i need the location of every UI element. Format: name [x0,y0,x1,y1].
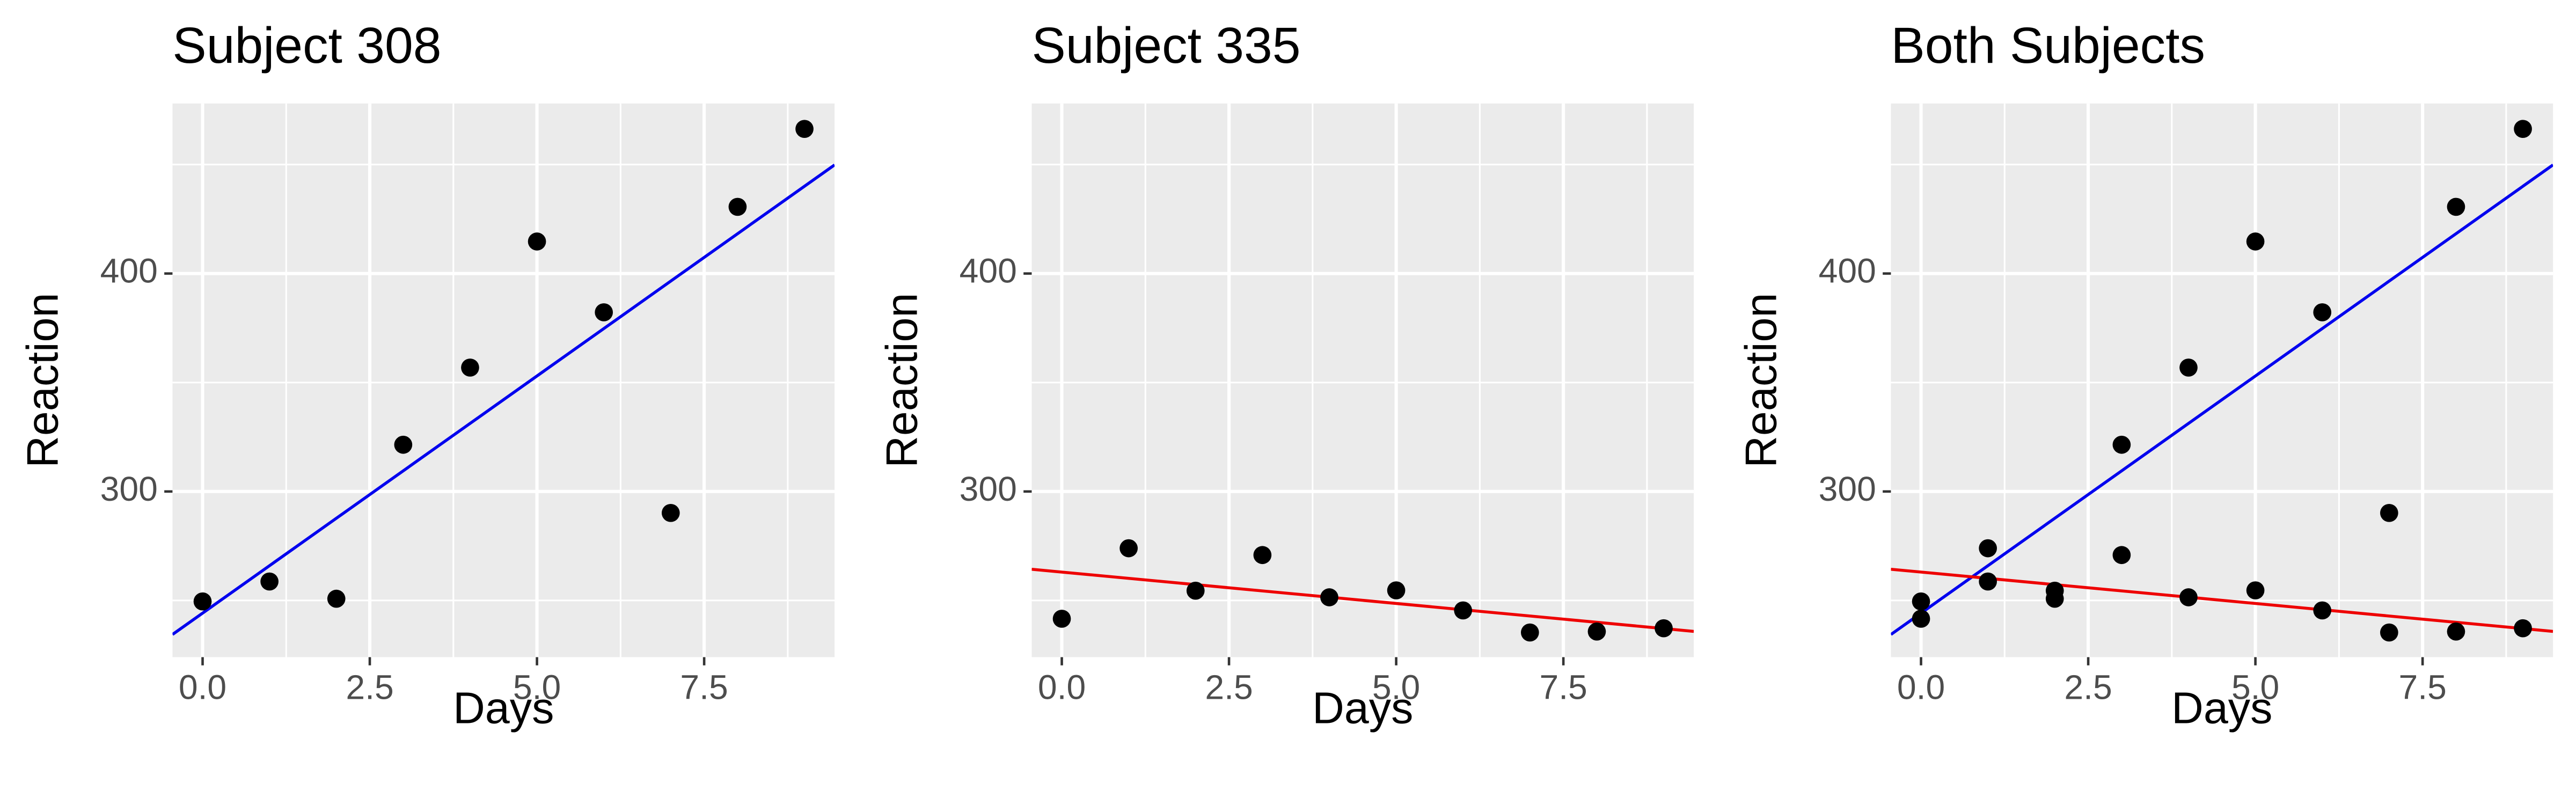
point [1587,622,1606,641]
chart-title: Both Subjects [1891,17,2205,74]
y-axis-title: Reaction [18,293,68,468]
plot-background [172,103,835,657]
point [2045,581,2064,600]
point [193,592,212,611]
point [1253,546,1272,565]
point [2179,358,2198,377]
point [661,503,680,522]
point [728,197,747,216]
point [1655,619,1673,638]
y-axis-title: Reaction [877,293,927,468]
y-tick-label: 400 [100,252,158,290]
x-tick-label: 7.5 [680,668,728,707]
point [2313,303,2332,321]
x-axis-title: Days [453,683,554,733]
point [1186,581,1205,600]
panel: 0.0 2.5 5.0 7.5 300 400 Both Subjects Days React… [1736,17,2553,733]
point [2447,622,2465,641]
x-tick-label: 5.0 [2231,668,2279,707]
point [1320,588,1338,606]
x-axis-title: Days [1312,683,1413,733]
fit-line [172,164,835,636]
point [1979,539,1997,558]
plot-background [1891,103,2553,657]
plot-background [1031,103,1694,657]
point [1387,581,1406,599]
x-tick-label: 5.0 [513,668,561,707]
x-tick-label: 2.5 [2064,668,2112,707]
point [1912,592,1930,611]
x-axis-title: Days [2171,683,2272,733]
point [1052,610,1071,628]
point [2112,546,2131,565]
point [327,589,346,608]
x-tick-label: 0.0 [1897,668,1945,707]
x-tick-label: 5.0 [1372,668,1420,707]
y-tick-label: 300 [1819,470,1876,508]
point [461,358,479,377]
point [1912,610,1930,628]
panel: 0.0 2.5 5.0 7.5 300 400 Subject 308 Days Reactio… [18,17,835,733]
y-axis-title: Reaction [1736,293,1786,468]
point [2514,120,2532,138]
fit-line [1891,164,2553,636]
panel: 0.0 2.5 5.0 7.5 300 400 Subject 335 Days Reactio… [877,17,1694,733]
point [2514,619,2532,638]
point [2246,581,2265,599]
x-tick-label: 0.0 [179,668,226,707]
x-tick-label: 2.5 [346,668,393,707]
point [795,120,814,138]
point [2447,197,2465,216]
y-tick-label: 400 [960,252,1017,290]
x-tick-label: 0.0 [1038,668,1086,707]
point [595,303,613,321]
point [1520,623,1539,642]
x-tick-label: 2.5 [1205,668,1253,707]
point [1119,539,1138,558]
point [2380,503,2398,522]
y-tick-label: 400 [1819,252,1876,290]
point [2246,232,2265,251]
point [260,572,279,591]
point [528,232,546,251]
point [394,435,413,454]
fit-line [1891,567,2553,633]
x-tick-label: 7.5 [1539,668,1587,707]
x-tick-label: 7.5 [2398,668,2446,707]
chart-title: Subject 308 [172,17,441,74]
point [2112,435,2131,454]
chart-title: Subject 335 [1031,17,1300,74]
point [1979,572,1997,591]
point [2380,623,2398,642]
y-tick-label: 300 [960,470,1017,508]
point [1454,601,1473,620]
point [2179,588,2198,606]
point [2313,601,2332,620]
fit-line [1031,567,1694,633]
y-tick-label: 300 [100,470,158,508]
